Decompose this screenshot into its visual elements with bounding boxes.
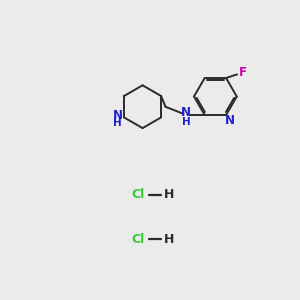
Text: N: N	[225, 114, 235, 127]
Text: H: H	[182, 117, 191, 127]
Text: N: N	[181, 106, 191, 119]
Text: Cl: Cl	[131, 188, 144, 201]
Text: H: H	[113, 118, 122, 128]
Text: H: H	[164, 188, 175, 201]
Text: H: H	[164, 233, 175, 246]
Text: Cl: Cl	[131, 233, 144, 246]
Text: N: N	[112, 110, 122, 122]
Text: F: F	[238, 66, 246, 79]
